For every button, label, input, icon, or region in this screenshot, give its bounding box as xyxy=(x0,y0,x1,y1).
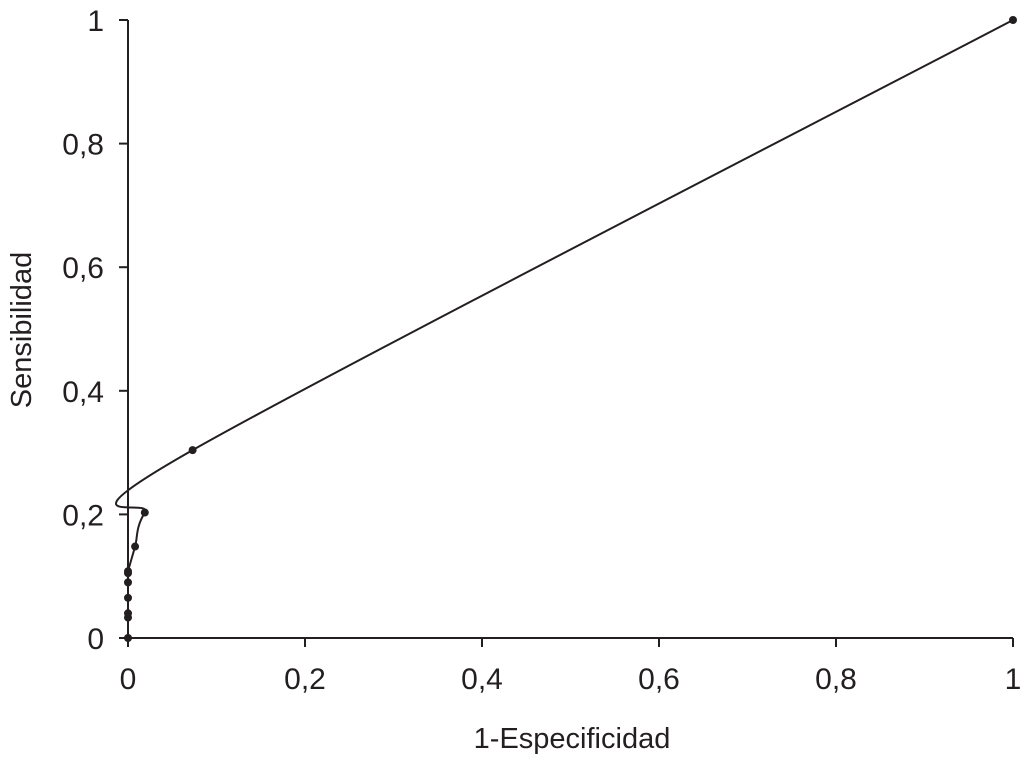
y-axis-ticks: 0 0,2 0,4 0,6 0,8 1 xyxy=(62,5,128,656)
y-tick-label: 0,4 xyxy=(62,376,104,409)
roc-data-point xyxy=(124,609,132,618)
roc-data-point xyxy=(124,634,132,642)
series-layer xyxy=(115,16,1017,642)
y-tick-label: 0,8 xyxy=(62,129,104,162)
x-axis-ticks: 0 0,2 0,4 0,6 0,8 1 xyxy=(120,638,1022,696)
roc-data-point xyxy=(124,578,132,587)
y-tick-label: 0,2 xyxy=(62,499,104,532)
roc-data-point xyxy=(188,446,197,455)
roc-data-point xyxy=(1009,16,1017,24)
axes: 0 0,2 0,4 0,6 0,8 1 0 0,2 0,4 0,6 0,8 1 xyxy=(62,5,1021,696)
x-tick-label: 1 xyxy=(1005,663,1022,696)
x-tick-label: 0,8 xyxy=(815,663,857,696)
roc-data-point xyxy=(124,567,132,576)
y-tick-label: 0,6 xyxy=(62,252,104,285)
y-tick-label: 0 xyxy=(87,623,104,656)
y-axis-title: Sensibilidad xyxy=(6,252,38,408)
x-tick-label: 0,4 xyxy=(461,663,503,696)
roc-data-point xyxy=(124,593,132,602)
x-axis-title: 1-Especificidad xyxy=(474,723,671,755)
x-tick-label: 0,6 xyxy=(638,663,680,696)
x-tick-label: 0,2 xyxy=(284,663,326,696)
roc-data-point xyxy=(131,542,140,551)
roc-curve-line xyxy=(115,19,1014,639)
roc-data-point xyxy=(140,508,149,517)
y-tick-label: 1 xyxy=(87,5,104,38)
x-tick-label: 0 xyxy=(120,663,137,696)
